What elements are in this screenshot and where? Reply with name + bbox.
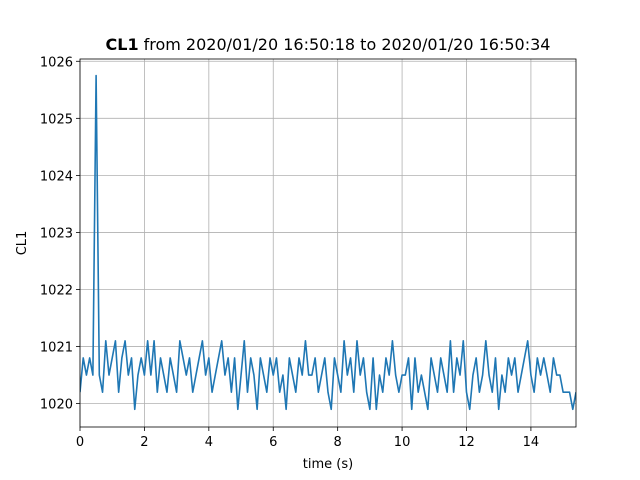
x-tick-label: 14 <box>523 435 540 450</box>
x-axis-label: time (s) <box>303 457 353 472</box>
x-tick-label: 6 <box>269 435 277 450</box>
x-tick-label: 10 <box>394 435 411 450</box>
x-tick-label: 2 <box>140 435 148 450</box>
title-rest: from 2020/01/20 16:50:18 to 2020/01/20 1… <box>144 35 551 54</box>
y-axis-label: CL1 <box>15 231 30 256</box>
y-tick-label: 1024 <box>40 169 73 184</box>
x-tick-label: 12 <box>458 435 475 450</box>
y-tick-label: 1021 <box>40 341 73 356</box>
title-bold: CL1 <box>106 35 139 54</box>
y-tick-label: 1025 <box>40 112 73 127</box>
y-tick-label: 1026 <box>40 55 73 70</box>
x-tick-label: 0 <box>76 435 84 450</box>
data-line <box>80 74 576 411</box>
x-tick-label: 4 <box>205 435 213 450</box>
x-tick-label: 8 <box>334 435 342 450</box>
y-tick-label: 1022 <box>40 283 73 298</box>
y-tick-label: 1020 <box>40 398 73 413</box>
plot-frame <box>79 58 577 428</box>
y-tick-label: 1023 <box>40 226 73 241</box>
chart-title: CL1 from 2020/01/20 16:50:18 to 2020/01/2… <box>106 35 551 54</box>
